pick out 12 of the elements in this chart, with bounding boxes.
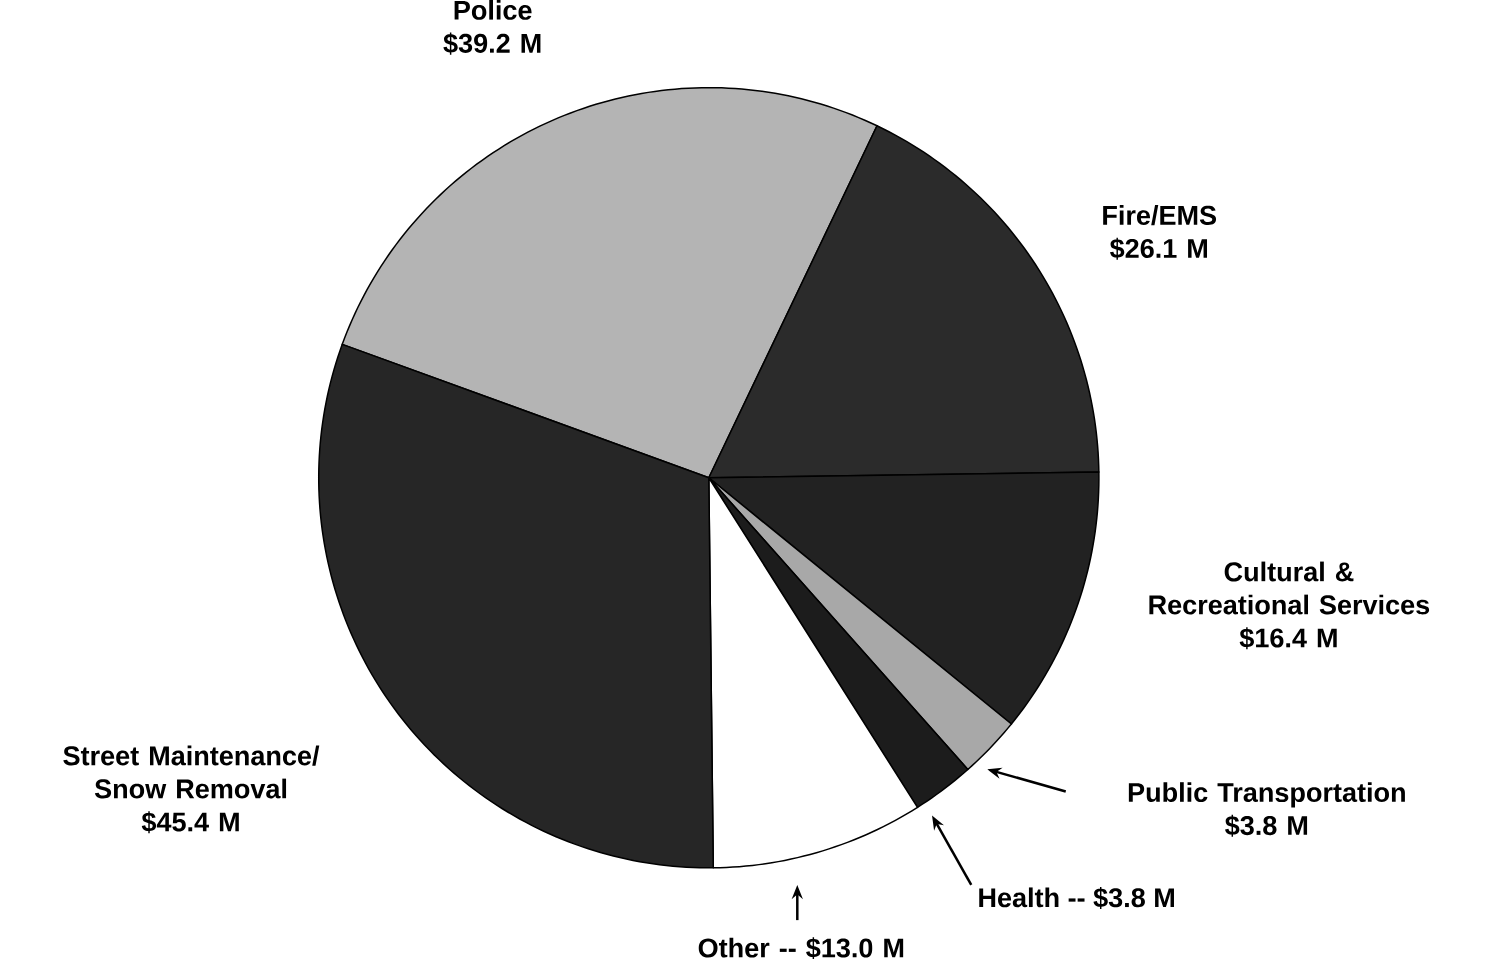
data-label: $3.8 M <box>1225 814 1308 837</box>
data-label: $39.2 M <box>443 32 541 55</box>
slice-label: Health -- $3.8 M <box>979 886 1174 909</box>
data-label: $45.4 M <box>141 811 239 834</box>
slice-label: Street Maintenance/ Snow Removal <box>63 745 320 799</box>
legend-label: Public Transportation <box>1128 782 1405 808</box>
slice-label: Fire/EMS <box>1103 204 1217 226</box>
slice-label: Other -- $13.0 M <box>698 937 904 959</box>
data-label: $26.1 M <box>1109 237 1208 260</box>
slice-label: Police <box>454 0 532 20</box>
slice-label: Cultural & Recreational Services <box>1149 561 1430 615</box>
data-label: $16.4 M <box>1239 627 1337 650</box>
